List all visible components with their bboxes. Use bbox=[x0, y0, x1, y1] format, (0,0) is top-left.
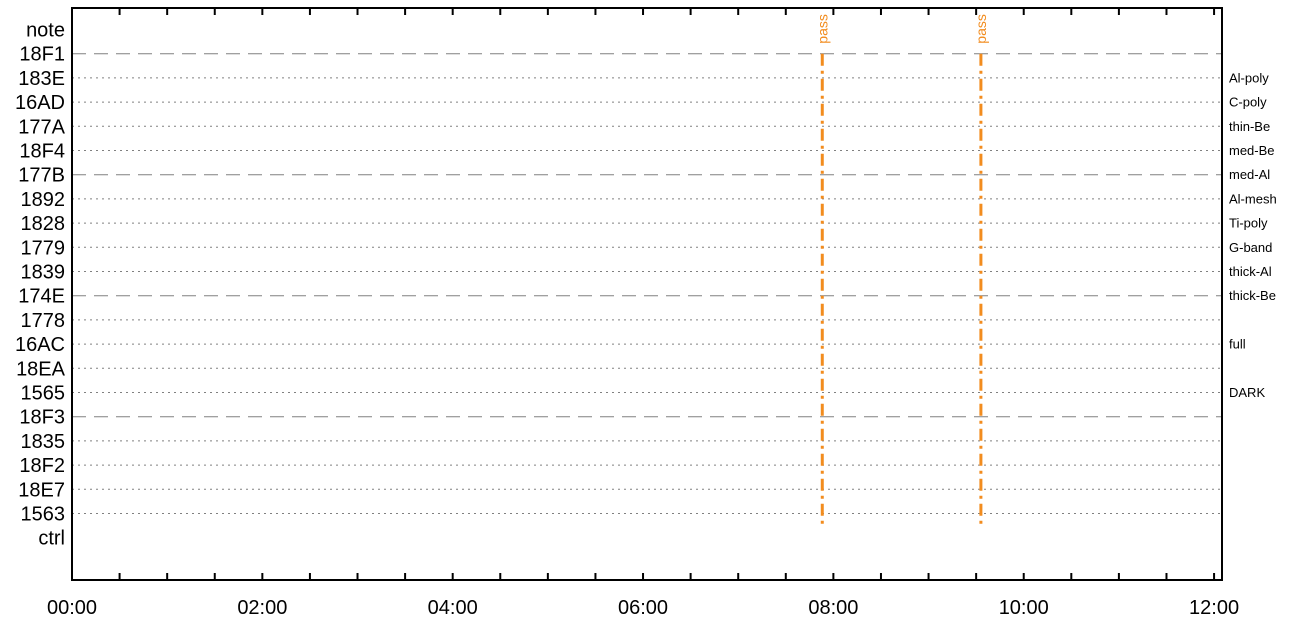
x-tick-label: 04:00 bbox=[428, 597, 478, 619]
row-label-1565: 1565 bbox=[21, 383, 66, 405]
row-label-183e: 183E bbox=[18, 68, 65, 90]
x-tick-label: 06:00 bbox=[618, 597, 668, 619]
event-lines bbox=[820, 53, 983, 526]
right-label-177b: med-Al bbox=[1229, 167, 1270, 182]
row-label-1892: 1892 bbox=[21, 189, 66, 211]
row-label-18f2: 18F2 bbox=[19, 455, 65, 477]
grid-lines bbox=[72, 53, 1222, 514]
right-labels: Al-poly C-poly thin-Be med-Be med-Al Al-mesh T… bbox=[1229, 70, 1277, 400]
x-tick-label: 08:00 bbox=[808, 597, 858, 619]
event-labels: pass pass bbox=[814, 14, 989, 44]
event-label-1: pass bbox=[814, 14, 830, 44]
row-label-ctrl: ctrl bbox=[38, 528, 65, 550]
row-label-1828: 1828 bbox=[21, 213, 66, 235]
right-label-16ac: full bbox=[1229, 337, 1246, 352]
row-label-1835: 1835 bbox=[21, 431, 66, 453]
row-label-18f3: 18F3 bbox=[19, 407, 65, 429]
row-label-174e: 174E bbox=[18, 286, 65, 308]
right-label-18f4: med-Be bbox=[1229, 143, 1275, 158]
row-label-177a: 177A bbox=[18, 116, 65, 138]
right-label-183e: Al-poly bbox=[1229, 70, 1269, 85]
x-tick-label: 10:00 bbox=[999, 597, 1049, 619]
row-label-1839: 1839 bbox=[21, 262, 66, 284]
right-label-16ad: C-poly bbox=[1229, 95, 1267, 110]
x-tick-labels: 00:00 02:00 04:00 06:00 08:00 10:00 12:00 bbox=[47, 597, 1239, 619]
right-label-1565: DARK bbox=[1229, 385, 1265, 400]
axis-ticks bbox=[118, 8, 1216, 580]
right-label-1779: G-band bbox=[1229, 240, 1272, 255]
row-label-16ad: 16AD bbox=[15, 92, 65, 114]
event-label-2: pass bbox=[973, 14, 989, 44]
right-label-174e: thick-Be bbox=[1229, 288, 1276, 303]
right-label-1892: Al-mesh bbox=[1229, 191, 1277, 206]
x-tick-label: 02:00 bbox=[237, 597, 287, 619]
row-label-18f4: 18F4 bbox=[19, 141, 65, 163]
right-label-1839: thick-Al bbox=[1229, 264, 1272, 279]
row-label-18ea: 18EA bbox=[16, 358, 66, 380]
row-label-1778: 1778 bbox=[21, 310, 66, 332]
row-label-177b: 177B bbox=[18, 165, 65, 187]
plot-frame bbox=[71, 7, 1223, 581]
row-label-16ac: 16AC bbox=[15, 334, 65, 356]
right-label-1828: Ti-poly bbox=[1229, 216, 1268, 231]
row-label-1563: 1563 bbox=[21, 504, 66, 526]
x-tick-label: 00:00 bbox=[47, 597, 97, 619]
right-label-177a: thin-Be bbox=[1229, 119, 1270, 134]
row-label-18e7: 18E7 bbox=[18, 479, 65, 501]
row-label-1779: 1779 bbox=[21, 237, 66, 259]
row-label-18f1: 18F1 bbox=[19, 44, 65, 66]
row-label-note: note bbox=[26, 20, 65, 42]
x-tick-label: 12:00 bbox=[1189, 597, 1239, 619]
